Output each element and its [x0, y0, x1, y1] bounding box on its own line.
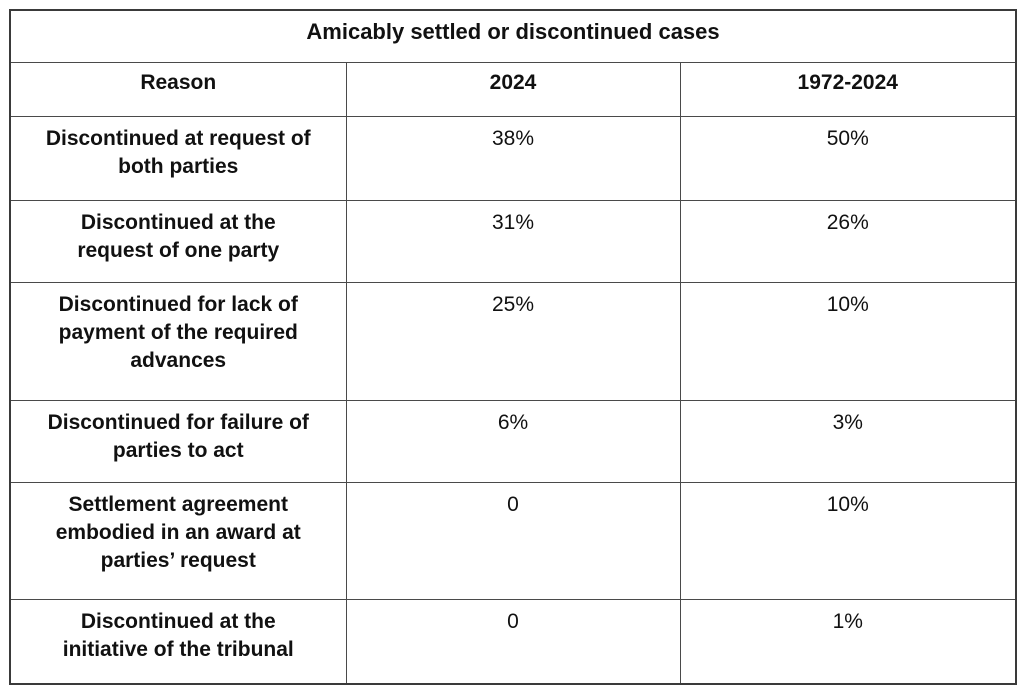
value-1972-2024-cell: 26% — [679, 199, 1017, 283]
value-1972-2024-cell: 10% — [679, 281, 1017, 401]
column-header-reason: Reason — [9, 61, 347, 117]
value-2024-cell: 0 — [345, 481, 681, 600]
value-1972-2024-cell: 3% — [679, 399, 1017, 483]
header-row: Reason 2024 1972-2024 — [9, 61, 1017, 117]
table-row: Discontinued for failure of parties to a… — [9, 399, 1017, 483]
value-2024-cell: 25% — [345, 281, 681, 401]
column-header-1972-2024: 1972-2024 — [679, 61, 1017, 117]
reason-cell: Discontinued at the request of one party — [9, 199, 347, 283]
table-row: Discontinued at request of both parties … — [9, 115, 1017, 201]
table-row: Discontinued at the request of one party… — [9, 199, 1017, 283]
cases-table: Amicably settled or discontinued cases R… — [9, 9, 1018, 685]
value-1972-2024-cell: 10% — [679, 481, 1017, 600]
reason-cell: Discontinued for failure of parties to a… — [9, 399, 347, 483]
reason-cell: Settlement agreement embodied in an awar… — [9, 481, 347, 600]
value-2024-cell: 0 — [345, 598, 681, 685]
table-row: Discontinued for lack of payment of the … — [9, 281, 1017, 401]
reason-cell: Discontinued at request of both parties — [9, 115, 347, 201]
table-row: Discontinued at the initiative of the tr… — [9, 598, 1017, 685]
table-title: Amicably settled or discontinued cases — [9, 9, 1017, 63]
reason-cell: Discontinued at the initiative of the tr… — [9, 598, 347, 685]
value-2024-cell: 6% — [345, 399, 681, 483]
value-1972-2024-cell: 1% — [679, 598, 1017, 685]
reason-cell: Discontinued for lack of payment of the … — [9, 281, 347, 401]
title-row: Amicably settled or discontinued cases — [9, 9, 1017, 63]
value-2024-cell: 38% — [345, 115, 681, 201]
value-1972-2024-cell: 50% — [679, 115, 1017, 201]
table-row: Settlement agreement embodied in an awar… — [9, 481, 1017, 600]
value-2024-cell: 31% — [345, 199, 681, 283]
column-header-2024: 2024 — [345, 61, 681, 117]
